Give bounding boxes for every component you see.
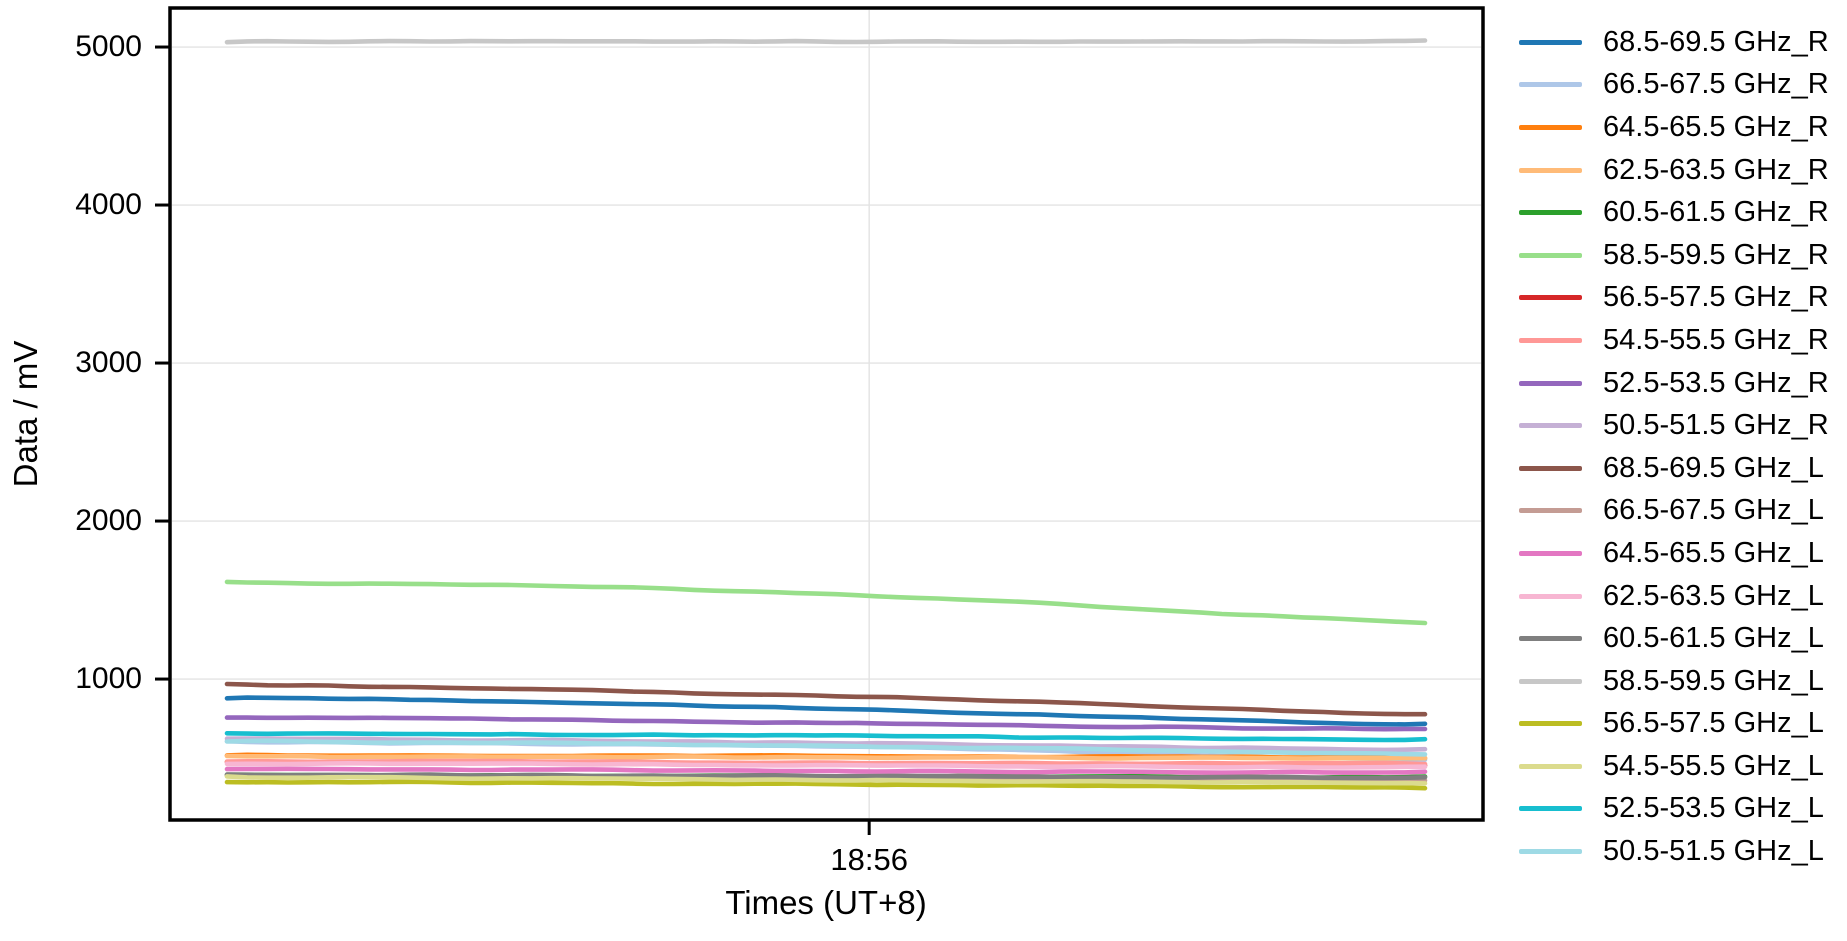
series-line-62.5-63.5 GHz_R	[224, 753, 1428, 761]
legend-line-swatch	[1519, 82, 1582, 88]
legend-item: 68.5-69.5 GHz_R	[1519, 21, 1829, 64]
series-line-64.5-65.5 GHz_L	[224, 766, 1428, 776]
series-line-62.5-63.5 GHz_L	[224, 760, 1428, 770]
legend-item: 50.5-51.5 GHz_L	[1519, 830, 1829, 873]
legend-item: 68.5-69.5 GHz_L	[1519, 447, 1829, 490]
legend-line-swatch	[1519, 39, 1582, 45]
legend-line-swatch	[1519, 721, 1582, 727]
legend-line-swatch	[1519, 678, 1582, 684]
legend-label: 56.5-57.5 GHz_L	[1603, 707, 1824, 740]
legend-label: 62.5-63.5 GHz_R	[1603, 153, 1829, 186]
legend-item: 56.5-57.5 GHz_R	[1519, 277, 1829, 320]
legend-label: 60.5-61.5 GHz_L	[1603, 622, 1824, 655]
legend-line-swatch	[1519, 763, 1582, 769]
legend-item: 66.5-67.5 GHz_L	[1519, 490, 1829, 533]
series-line-52.5-53.5 GHz_L	[224, 730, 1428, 743]
legend-item: 66.5-67.5 GHz_R	[1519, 64, 1829, 107]
y-tick-label: 3000	[75, 346, 142, 380]
legend-line-swatch	[1519, 636, 1582, 642]
y-axis-title: Data / mV	[7, 340, 44, 488]
legend-label: 60.5-61.5 GHz_R	[1603, 196, 1829, 229]
legend-line-swatch	[1519, 167, 1582, 173]
legend-label: 50.5-51.5 GHz_R	[1603, 409, 1829, 442]
legend-label: 52.5-53.5 GHz_R	[1603, 366, 1829, 399]
legend-line-swatch	[1519, 210, 1582, 216]
legend-label: 68.5-69.5 GHz_R	[1603, 25, 1829, 58]
legend-line-swatch	[1519, 508, 1582, 514]
legend-line-swatch	[1519, 550, 1582, 556]
legend-label: 64.5-65.5 GHz_R	[1603, 110, 1829, 143]
series-line-58.5-59.5 GHz_R	[224, 579, 1428, 626]
legend-item: 52.5-53.5 GHz_L	[1519, 788, 1829, 831]
legend-line-swatch	[1519, 593, 1582, 599]
legend-label: 62.5-63.5 GHz_L	[1603, 579, 1824, 612]
legend-line-swatch	[1519, 380, 1582, 386]
legend-item: 54.5-55.5 GHz_L	[1519, 745, 1829, 788]
legend-label: 66.5-67.5 GHz_R	[1603, 68, 1829, 101]
legend-label: 58.5-59.5 GHz_R	[1603, 238, 1829, 271]
legend-item: 62.5-63.5 GHz_R	[1519, 149, 1829, 192]
legend-item: 60.5-61.5 GHz_R	[1519, 191, 1829, 234]
series-line-54.5-55.5 GHz_L	[224, 774, 1428, 786]
legend-line-swatch	[1519, 806, 1582, 812]
legend-line-swatch	[1519, 124, 1582, 130]
legend-label: 50.5-51.5 GHz_L	[1603, 835, 1824, 868]
legend-line-swatch	[1519, 337, 1582, 343]
y-tick-label: 1000	[75, 662, 142, 696]
series-line-68.5-69.5 GHz_R	[224, 695, 1428, 727]
series-line-58.5-59.5 GHz_L	[224, 38, 1428, 45]
legend-item: 52.5-53.5 GHz_R	[1519, 362, 1829, 405]
legend-line-swatch	[1519, 295, 1582, 301]
legend-label: 58.5-59.5 GHz_L	[1603, 664, 1824, 697]
legend-line-swatch	[1519, 252, 1582, 258]
legend-item: 60.5-61.5 GHz_L	[1519, 617, 1829, 660]
y-tick-label: 4000	[75, 188, 142, 222]
series-line-54.5-55.5 GHz_R	[224, 758, 1428, 767]
series-line-52.5-53.5 GHz_R	[224, 715, 1428, 732]
legend-item: 54.5-55.5 GHz_R	[1519, 319, 1829, 362]
legend-line-swatch	[1519, 465, 1582, 471]
series-line-60.5-61.5 GHz_L	[224, 772, 1428, 781]
legend-item: 62.5-63.5 GHz_L	[1519, 575, 1829, 618]
legend-line-swatch	[1519, 423, 1582, 429]
legend-label: 68.5-69.5 GHz_L	[1603, 451, 1824, 484]
legend-label: 64.5-65.5 GHz_L	[1603, 536, 1824, 569]
legend-label: 54.5-55.5 GHz_R	[1603, 323, 1829, 356]
series-line-56.5-57.5 GHz_L	[224, 779, 1428, 791]
legend: 68.5-69.5 GHz_R 66.5-67.5 GHz_R 64.5-65.5 …	[1519, 21, 1829, 873]
series-line-68.5-69.5 GHz_L	[224, 681, 1428, 717]
legend-item: 58.5-59.5 GHz_L	[1519, 660, 1829, 703]
legend-item: 64.5-65.5 GHz_R	[1519, 106, 1829, 149]
legend-item: 58.5-59.5 GHz_R	[1519, 234, 1829, 277]
legend-label: 54.5-55.5 GHz_L	[1603, 749, 1824, 782]
legend-label: 52.5-53.5 GHz_L	[1603, 792, 1824, 825]
legend-line-swatch	[1519, 849, 1582, 855]
y-tick-label: 2000	[75, 504, 142, 538]
x-tick-label: 18:56	[830, 842, 908, 877]
x-axis-title: Times (UT+8)	[725, 884, 927, 921]
series-line-50.5-51.5 GHz_R	[224, 736, 1428, 753]
plot-border	[168, 6, 1485, 822]
legend-label: 56.5-57.5 GHz_R	[1603, 281, 1829, 314]
series-line-50.5-51.5 GHz_L	[224, 738, 1428, 757]
legend-item: 64.5-65.5 GHz_L	[1519, 532, 1829, 575]
legend-item: 56.5-57.5 GHz_L	[1519, 703, 1829, 746]
legend-item: 50.5-51.5 GHz_R	[1519, 404, 1829, 447]
y-tick-label: 5000	[75, 30, 142, 64]
legend-label: 66.5-67.5 GHz_L	[1603, 494, 1824, 527]
